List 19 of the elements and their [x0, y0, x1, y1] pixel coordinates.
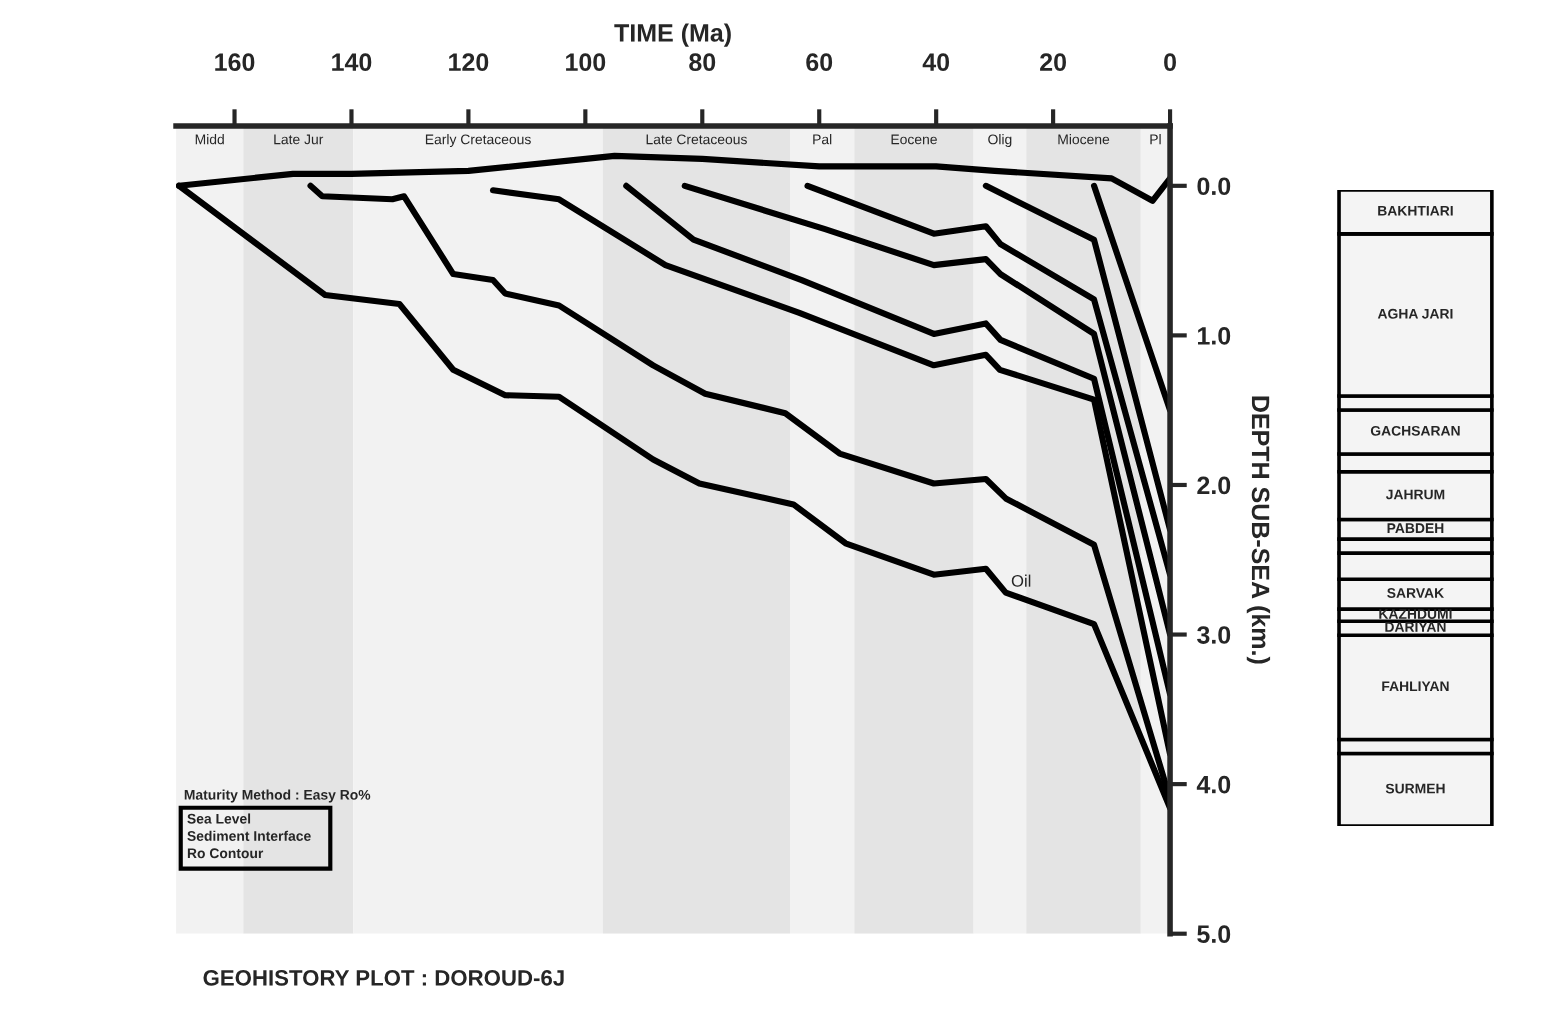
- y-tick-label: 3.0: [1197, 626, 1231, 644]
- y-tick-label: 4.0: [1196, 775, 1231, 794]
- x-tick-label: 160: [215, 53, 255, 72]
- x-axis-title: TIME (Ma): [614, 23, 731, 47]
- x-tick-label: 60: [806, 53, 833, 72]
- x-tick-label: 100: [566, 53, 606, 72]
- x-tick-label: 0: [1164, 53, 1176, 72]
- y-tick-label: 5.0: [1197, 925, 1231, 944]
- y-tick-label: 2.0: [1197, 476, 1231, 495]
- y-tick-label: 1.0: [1198, 326, 1231, 345]
- x-tick-label: 20: [1040, 53, 1066, 72]
- text: GEOHISTORY PLOT : DOROUD-6J: [203, 970, 564, 986]
- y-axis-title: DEPTH SUB-SEA (km.): [1246, 396, 1271, 664]
- x-tick-label: 120: [449, 53, 489, 72]
- x-tick-label: 40: [922, 53, 950, 72]
- x-tick-label: 140: [332, 53, 372, 72]
- y-tick-label: 0.0: [1197, 177, 1231, 196]
- x-tick-label: 80: [689, 53, 716, 72]
- annotation: Oil: [1011, 574, 1031, 587]
